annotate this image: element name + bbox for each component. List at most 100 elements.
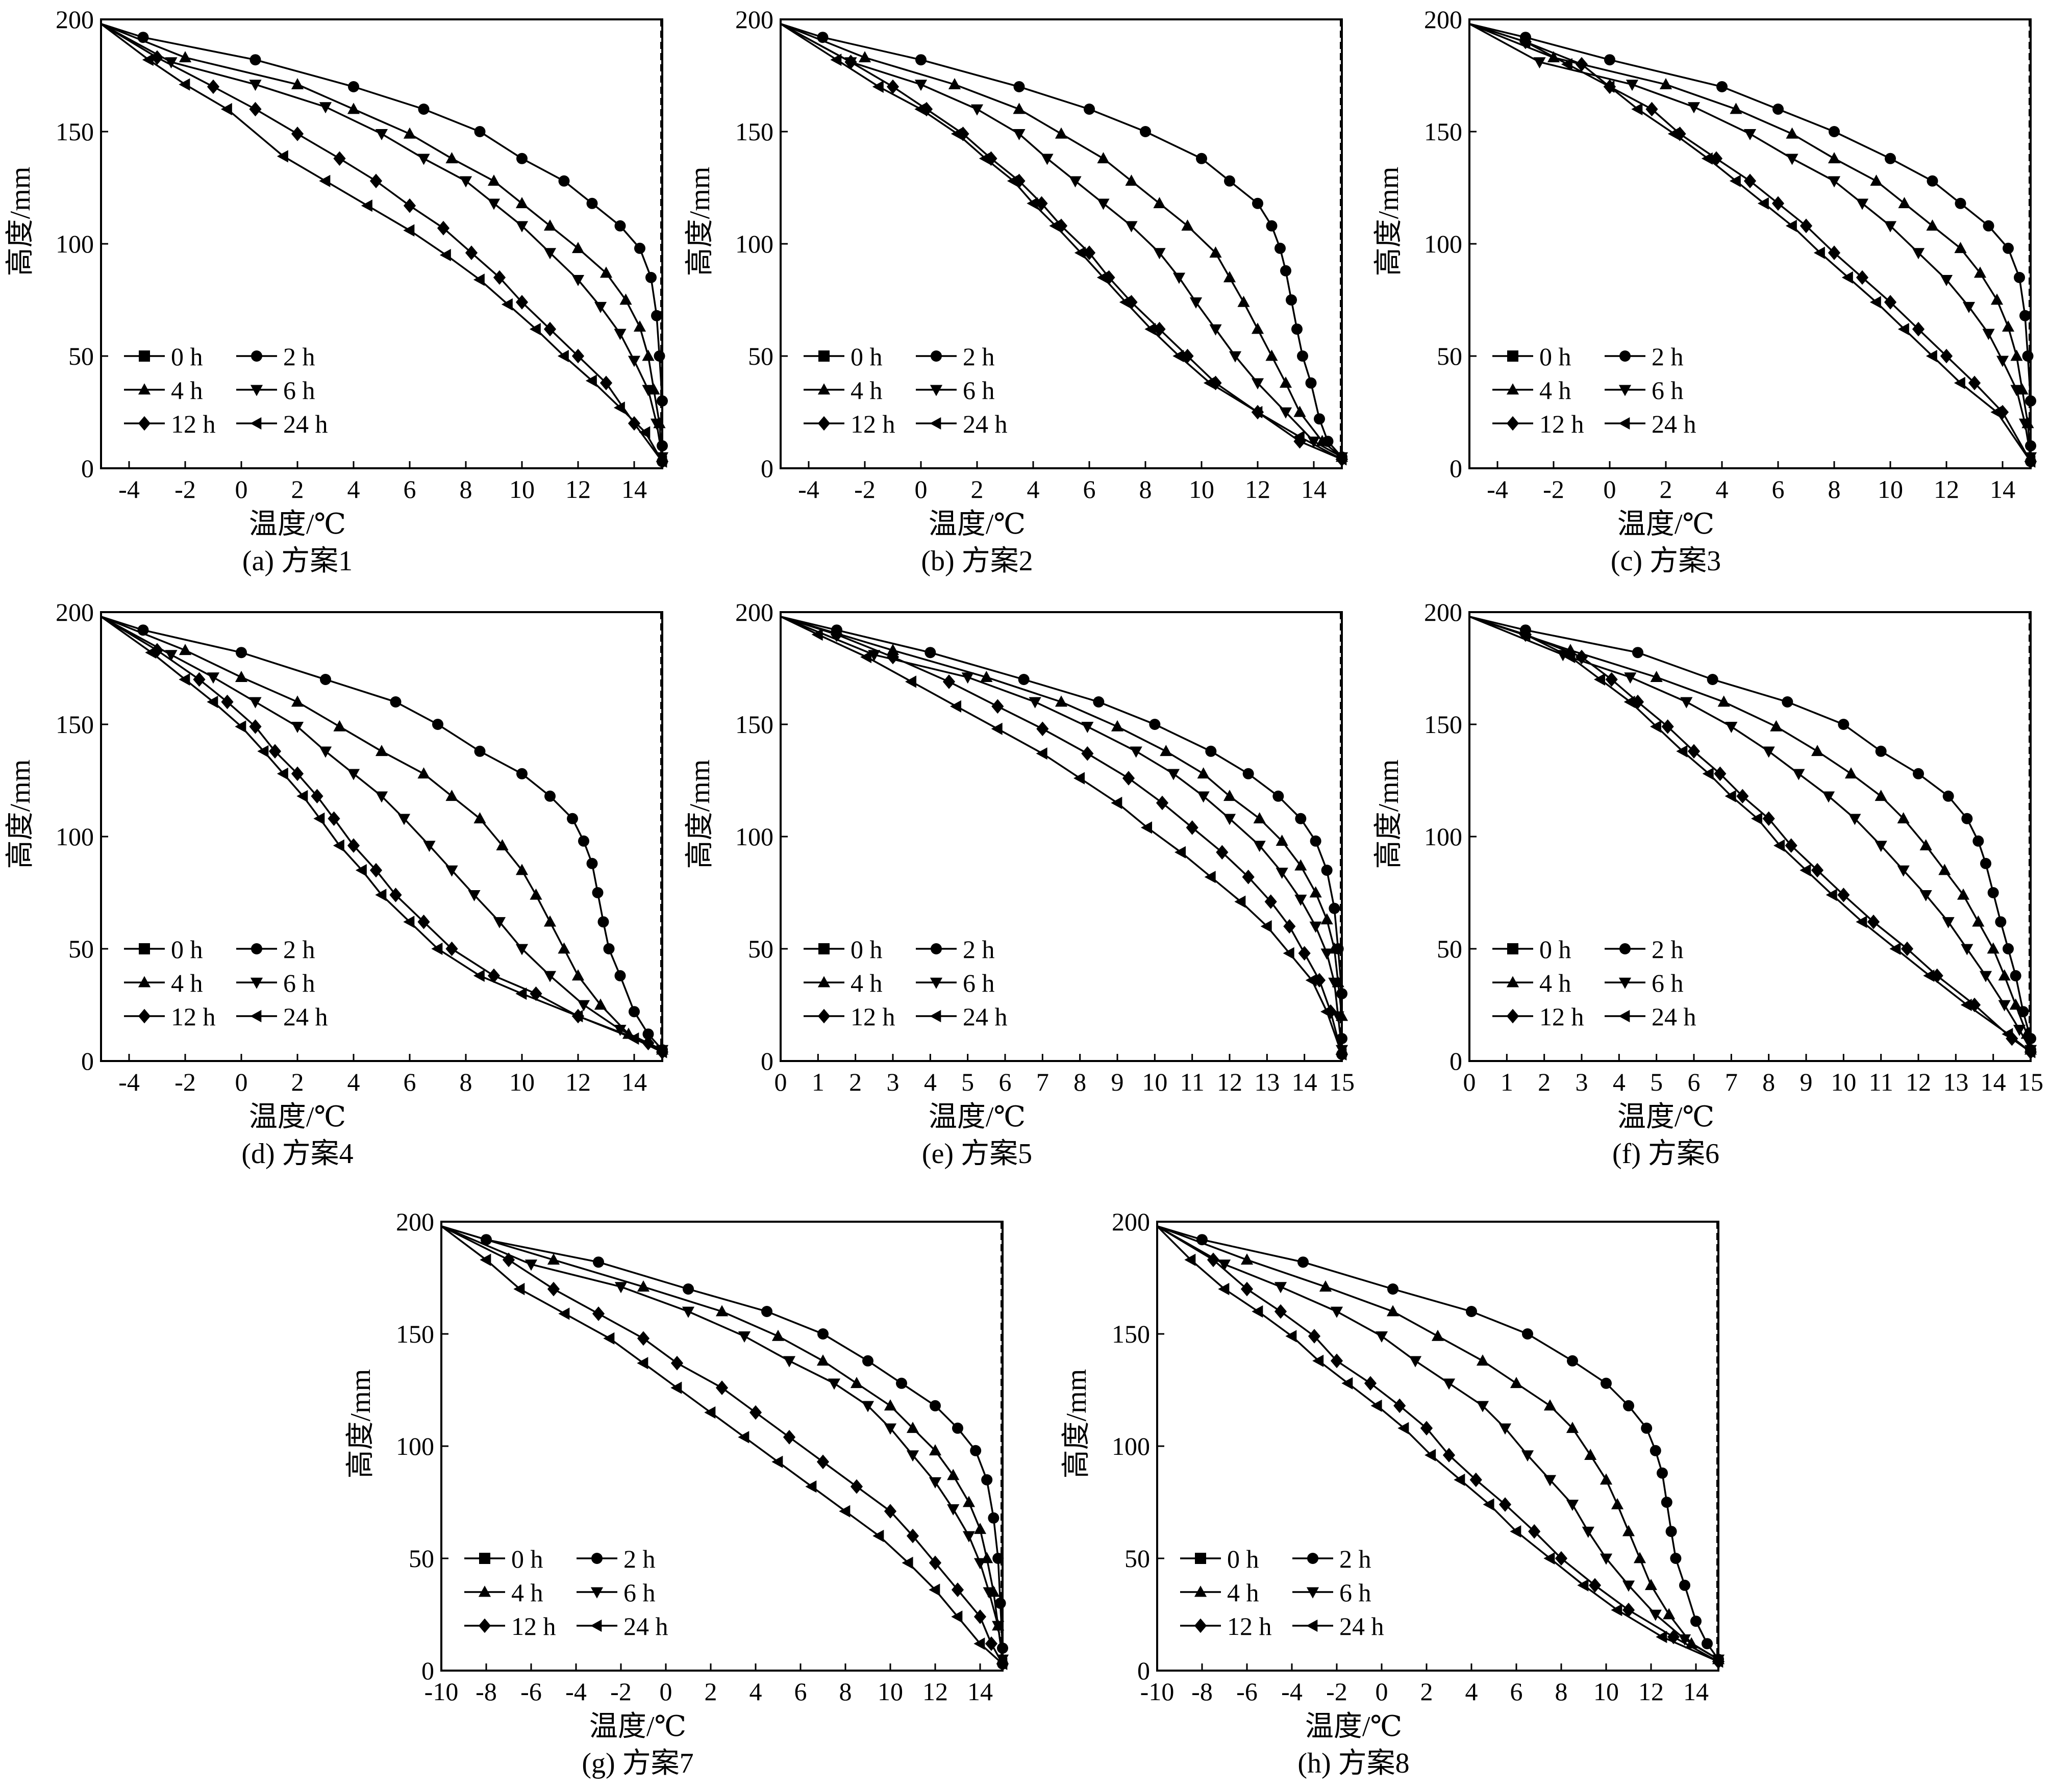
series-line xyxy=(780,616,1343,1055)
y-tick-label: 50 xyxy=(1437,342,1462,370)
x-tick-label: 14 xyxy=(1990,475,2015,503)
y-tick-label: 100 xyxy=(56,230,94,258)
y-tick-label: 0 xyxy=(1450,454,1462,483)
series-24h xyxy=(440,1225,1008,1670)
data-point xyxy=(884,1423,897,1435)
legend: 0 h 2 h 4 h 6 h 12 h 24 h xyxy=(804,935,1008,1031)
data-point xyxy=(1826,889,1837,901)
data-point xyxy=(1036,747,1047,760)
data-point xyxy=(783,1356,796,1368)
data-point xyxy=(1498,1423,1512,1435)
data-point xyxy=(1712,1655,1723,1668)
x-tick-label: -6 xyxy=(520,1677,542,1706)
data-point xyxy=(951,1610,963,1623)
data-point xyxy=(1283,919,1296,934)
legend-label: 0 h xyxy=(851,935,883,964)
data-point xyxy=(1332,1011,1344,1023)
data-point xyxy=(390,696,402,708)
data-point xyxy=(1205,745,1217,757)
data-point xyxy=(333,839,344,852)
x-tick-label: 12 xyxy=(1217,1068,1242,1096)
legend-label: 0 h xyxy=(851,342,883,371)
data-point xyxy=(1575,57,1588,72)
data-point xyxy=(991,699,1004,714)
panel-c: -4 -2 0 2 4 6 8 10 12 14 0 50 100 150 200 温度/℃ 高度/mm (c) … xyxy=(1373,5,2037,577)
data-point xyxy=(1018,674,1030,685)
legend-label: 24 h xyxy=(283,1002,328,1031)
data-point xyxy=(1189,297,1203,309)
y-axis-label: 高度/mm xyxy=(1061,1369,1092,1479)
data-point xyxy=(942,674,956,689)
data-point xyxy=(1543,1475,1557,1486)
x-tick-label: 6 xyxy=(404,475,416,503)
data-point xyxy=(1679,1579,1690,1591)
data-point xyxy=(1308,1329,1321,1344)
data-point xyxy=(1667,128,1679,140)
data-point xyxy=(902,1556,913,1569)
data-point xyxy=(884,1399,897,1411)
data-point xyxy=(473,812,486,824)
data-point xyxy=(1036,721,1049,737)
data-point xyxy=(738,1331,751,1343)
legend-label: 2 h xyxy=(1339,1545,1371,1573)
data-point xyxy=(249,54,261,66)
data-point xyxy=(355,864,367,877)
data-point xyxy=(1476,1401,1489,1412)
data-point xyxy=(1055,127,1068,139)
x-tick-label: 0 xyxy=(660,1677,672,1706)
panel-caption: (a) 方案1 xyxy=(242,545,353,577)
data-point xyxy=(1786,127,1798,139)
data-point xyxy=(439,248,451,262)
x-tick-label: 4 xyxy=(1465,1677,1478,1706)
data-point xyxy=(397,814,411,825)
data-point xyxy=(992,1621,1005,1632)
data-point xyxy=(179,78,190,91)
data-point xyxy=(2014,272,2025,283)
series-6h xyxy=(101,23,669,464)
data-point xyxy=(1181,219,1194,231)
data-point xyxy=(319,174,331,187)
legend-marker xyxy=(478,1618,491,1633)
data-point xyxy=(1029,697,1041,709)
data-point xyxy=(1926,219,1939,231)
data-point xyxy=(1393,1398,1406,1414)
data-point xyxy=(557,349,569,363)
x-tick-label: 6 xyxy=(1688,1068,1701,1096)
data-point xyxy=(547,1281,560,1297)
data-point xyxy=(1286,294,1297,306)
data-point xyxy=(1330,1353,1343,1369)
data-point xyxy=(997,1643,1008,1654)
data-point xyxy=(924,647,936,659)
data-point xyxy=(1622,1525,1635,1536)
legend-marker xyxy=(1506,416,1519,431)
data-point xyxy=(639,426,651,439)
x-tick-label: 14 xyxy=(967,1677,993,1706)
data-point xyxy=(465,245,478,260)
data-point xyxy=(1716,81,1728,92)
data-point xyxy=(633,320,646,332)
y-tick-label: 200 xyxy=(1424,598,1462,626)
series-4h xyxy=(1157,1225,1725,1664)
data-point xyxy=(1782,696,1793,708)
x-tick-label: 12 xyxy=(922,1677,948,1706)
data-point xyxy=(1938,864,1951,875)
data-point xyxy=(207,79,220,94)
y-tick-label: 150 xyxy=(735,710,773,739)
legend-marker xyxy=(817,976,831,988)
data-point xyxy=(1307,436,1320,448)
data-point xyxy=(1702,767,1714,780)
data-point xyxy=(1175,846,1186,859)
legend-marker xyxy=(139,350,150,362)
legend-label: 2 h xyxy=(623,1545,656,1573)
data-point xyxy=(1280,265,1291,276)
data-point xyxy=(1251,378,1264,390)
data-point xyxy=(2013,1025,2026,1037)
x-tick-label: 0 xyxy=(915,475,928,503)
data-point xyxy=(544,790,556,802)
data-point xyxy=(994,1598,1006,1609)
data-point xyxy=(1153,197,1166,209)
data-point xyxy=(1510,1525,1521,1538)
data-point xyxy=(2009,998,2022,1010)
data-point xyxy=(1209,246,1222,258)
data-point xyxy=(1770,720,1783,731)
